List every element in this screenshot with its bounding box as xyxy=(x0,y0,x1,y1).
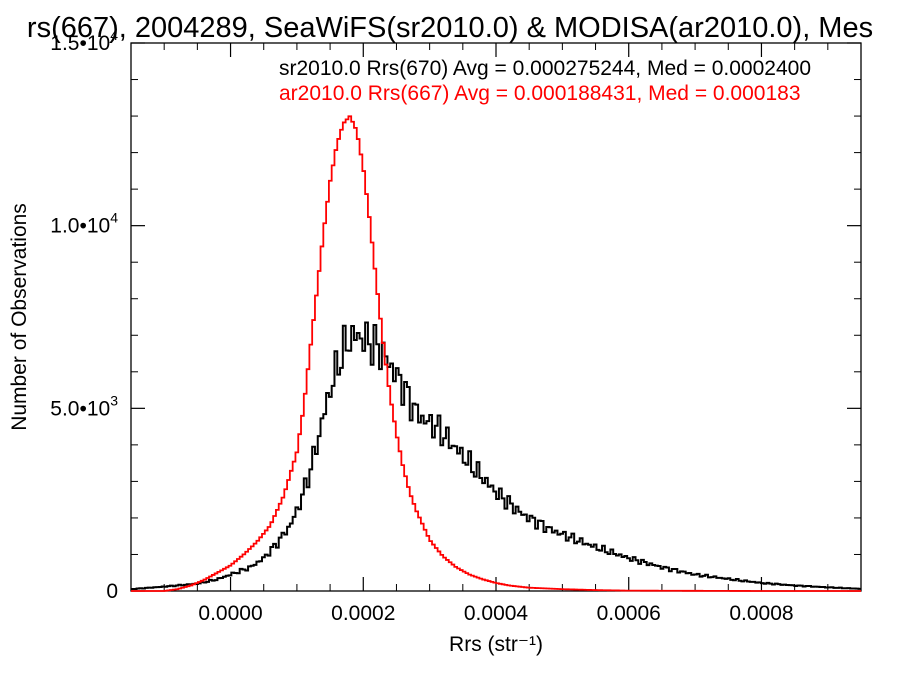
x-tick-label: 0.0002 xyxy=(331,602,395,625)
x-tick-label: 0.0000 xyxy=(198,602,262,625)
series-line-seawifs xyxy=(131,321,861,591)
series-line-modisa xyxy=(131,115,861,592)
x-axis-ticks: 0.0000 0.0002 0.0004 0.0006 0.0008 xyxy=(130,43,862,625)
x-tick-label: 0.0006 xyxy=(597,602,661,625)
y-tick-label: 5.0•103 xyxy=(50,392,118,420)
y-axis-ticks: 0 5.0•103 1.0•104 1.5•104 xyxy=(50,27,861,603)
y-tick-label: 1.0•104 xyxy=(50,210,118,238)
y-axis-label: Number of Observations xyxy=(8,203,31,431)
x-axis-label: Rrs (str⁻¹) xyxy=(449,633,543,656)
legend-entry: sr2010.0 Rrs(670) Avg = 0.000275244, Med… xyxy=(279,57,811,80)
legend: sr2010.0 Rrs(670) Avg = 0.000275244, Med… xyxy=(279,57,811,105)
x-tick-label: 0.0008 xyxy=(729,602,793,625)
y-tick-label: 0 xyxy=(106,580,118,603)
legend-entry: ar2010.0 Rrs(667) Avg = 0.000188431, Med… xyxy=(279,82,801,105)
x-tick-label: 0.0004 xyxy=(464,602,529,625)
y-tick-label: 1.5•104 xyxy=(50,27,118,55)
plot-frame xyxy=(130,42,862,592)
series-group xyxy=(131,115,861,592)
chart-title: rs(667), 2004289, SeaWiFS(sr2010.0) & MO… xyxy=(27,12,873,44)
